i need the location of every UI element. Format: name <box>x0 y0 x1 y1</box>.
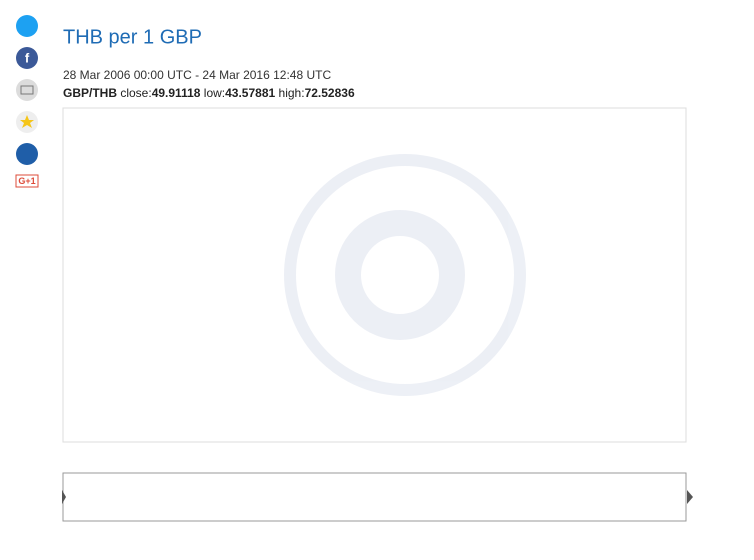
watermark <box>284 154 526 396</box>
gplus-icon[interactable] <box>15 174 39 188</box>
email-glyph <box>20 85 34 95</box>
gplus-glyph: G+1 <box>18 176 35 186</box>
high-value: 72.52836 <box>305 86 355 100</box>
nav-handle-right[interactable] <box>687 490 693 504</box>
low-label: low: <box>204 86 225 100</box>
star-glyph <box>20 115 34 128</box>
close-label: close: <box>120 86 151 100</box>
link-icon[interactable] <box>16 143 38 165</box>
email-icon[interactable] <box>16 79 38 101</box>
chart-title: THB per 1 GBP <box>63 26 202 48</box>
pair: GBP/THB <box>63 86 117 100</box>
twitter-icon[interactable] <box>16 15 38 37</box>
plot-area <box>62 107 687 443</box>
date-range: 28 Mar 2006 00:00 UTC - 24 Mar 2016 12:4… <box>63 68 331 82</box>
facebook-icon[interactable] <box>16 47 38 69</box>
high-label: high: <box>279 86 305 100</box>
facebook-glyph: f <box>25 50 30 65</box>
stats: GBP/THB close:49.91118 low:43.57881 high… <box>63 86 355 100</box>
low-value: 43.57881 <box>225 86 275 100</box>
share-icons: f G+1 <box>15 15 39 188</box>
nav-handle-left[interactable] <box>62 490 66 504</box>
navigator[interactable] <box>62 472 687 522</box>
close-value: 49.91118 <box>152 86 201 100</box>
